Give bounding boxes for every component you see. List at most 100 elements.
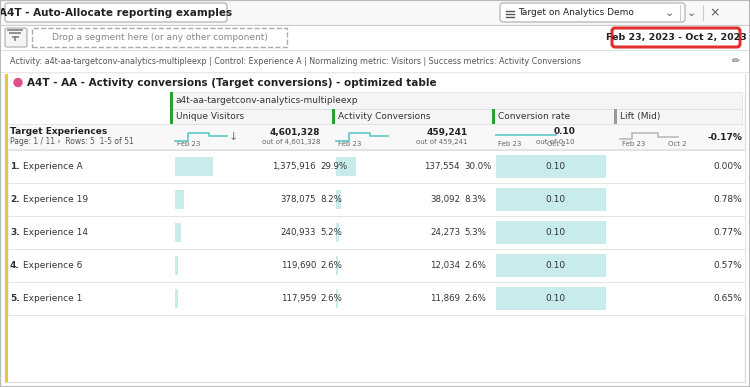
- Bar: [8, 282, 745, 315]
- Text: 0.57%: 0.57%: [713, 261, 742, 270]
- Text: 2.6%: 2.6%: [464, 261, 486, 270]
- Text: 5.: 5.: [10, 294, 20, 303]
- Text: ✏: ✏: [732, 57, 740, 67]
- Bar: [496, 287, 606, 310]
- Text: a4t-aa-targetconv-analytics-multipleexp: a4t-aa-targetconv-analytics-multipleexp: [176, 96, 358, 105]
- Bar: [492, 109, 495, 124]
- Bar: [170, 92, 173, 109]
- Bar: [5, 74, 745, 382]
- Text: Target Experiences: Target Experiences: [10, 127, 107, 137]
- Bar: [32, 28, 287, 47]
- Bar: [5, 74, 745, 91]
- Text: Experience A: Experience A: [23, 162, 82, 171]
- FancyBboxPatch shape: [612, 28, 740, 47]
- Text: 5.3%: 5.3%: [464, 228, 486, 237]
- Text: 0.65%: 0.65%: [713, 294, 742, 303]
- Text: ×: ×: [710, 6, 720, 19]
- Text: Feb 23, 2023 - Oct 2, 2023: Feb 23, 2023 - Oct 2, 2023: [606, 33, 746, 42]
- Text: 0.10: 0.10: [545, 228, 565, 237]
- Text: Feb 23: Feb 23: [498, 141, 521, 147]
- Text: 0.00%: 0.00%: [713, 162, 742, 171]
- Bar: [336, 223, 339, 242]
- Bar: [8, 183, 745, 216]
- Text: 38,092: 38,092: [430, 195, 460, 204]
- Text: 8.3%: 8.3%: [464, 195, 486, 204]
- Text: Oct 2: Oct 2: [547, 141, 566, 147]
- Bar: [496, 188, 606, 211]
- Text: 12,034: 12,034: [430, 261, 460, 270]
- Text: out of 459,241: out of 459,241: [416, 139, 468, 145]
- Text: out of 0.10: out of 0.10: [536, 139, 575, 145]
- FancyBboxPatch shape: [5, 28, 27, 47]
- FancyBboxPatch shape: [5, 3, 227, 22]
- Text: Drop a segment here (or any other component): Drop a segment here (or any other compon…: [52, 33, 268, 42]
- Text: Experience 14: Experience 14: [23, 228, 88, 237]
- Text: 2.6%: 2.6%: [464, 294, 486, 303]
- Bar: [8, 216, 745, 249]
- Bar: [496, 221, 606, 244]
- Text: 117,959: 117,959: [280, 294, 316, 303]
- Text: 240,933: 240,933: [280, 228, 316, 237]
- Bar: [8, 150, 745, 183]
- Bar: [0, 50, 750, 72]
- Bar: [5, 74, 8, 382]
- FancyBboxPatch shape: [500, 3, 685, 22]
- Text: 29.9%: 29.9%: [320, 162, 347, 171]
- Bar: [0, 25, 750, 50]
- Text: 0.10: 0.10: [545, 195, 565, 204]
- Bar: [0, 0, 750, 25]
- Bar: [175, 223, 181, 242]
- Text: ⌄: ⌄: [664, 7, 674, 17]
- Text: Feb 23: Feb 23: [177, 141, 200, 147]
- Bar: [175, 256, 178, 275]
- Bar: [175, 289, 178, 308]
- Text: Lift (Mid): Lift (Mid): [620, 112, 660, 121]
- Text: 0.78%: 0.78%: [713, 195, 742, 204]
- Bar: [336, 289, 338, 308]
- Text: 24,273: 24,273: [430, 228, 460, 237]
- Text: 0.10: 0.10: [545, 261, 565, 270]
- Bar: [336, 190, 341, 209]
- Text: 137,554: 137,554: [424, 162, 460, 171]
- Bar: [336, 256, 338, 275]
- Text: Conversion rate: Conversion rate: [498, 112, 570, 121]
- Text: 8.2%: 8.2%: [320, 195, 342, 204]
- Bar: [170, 109, 173, 124]
- Text: 0.10: 0.10: [545, 162, 565, 171]
- Text: Experience 6: Experience 6: [23, 261, 82, 270]
- Bar: [496, 155, 606, 178]
- Text: 0.10: 0.10: [553, 127, 575, 137]
- Text: Activity: a4t-aa-targetconv-analytics-multipleexp | Control: Experience A | Norm: Activity: a4t-aa-targetconv-analytics-mu…: [10, 57, 580, 66]
- Text: 2.6%: 2.6%: [320, 294, 342, 303]
- Text: 0.77%: 0.77%: [713, 228, 742, 237]
- Text: 0.10: 0.10: [545, 294, 565, 303]
- Circle shape: [14, 79, 22, 87]
- Text: 1.: 1.: [10, 162, 20, 171]
- Text: Activity Conversions: Activity Conversions: [338, 112, 430, 121]
- Text: 30.0%: 30.0%: [464, 162, 491, 171]
- Text: 4,601,328: 4,601,328: [269, 127, 320, 137]
- Text: Oct 2: Oct 2: [668, 141, 687, 147]
- Text: Target on Analytics Demo: Target on Analytics Demo: [518, 8, 634, 17]
- Text: Experience 1: Experience 1: [23, 294, 82, 303]
- Text: ↓: ↓: [228, 132, 238, 142]
- Text: 3.: 3.: [10, 228, 20, 237]
- Bar: [332, 109, 335, 124]
- Text: Page: 1 / 11 ›  Rows: 5  1-5 of 51: Page: 1 / 11 › Rows: 5 1-5 of 51: [10, 137, 134, 147]
- Bar: [170, 109, 742, 124]
- Bar: [5, 124, 745, 149]
- Text: 378,075: 378,075: [280, 195, 316, 204]
- Text: ⌄: ⌄: [686, 7, 696, 17]
- Text: Feb 23: Feb 23: [622, 141, 645, 147]
- Text: 2.: 2.: [10, 195, 20, 204]
- Text: 459,241: 459,241: [427, 127, 468, 137]
- Text: out of 4,601,328: out of 4,601,328: [262, 139, 320, 145]
- Text: -0.17%: -0.17%: [707, 132, 742, 142]
- Text: Feb 23: Feb 23: [338, 141, 362, 147]
- Text: Experience 19: Experience 19: [23, 195, 88, 204]
- Text: 5.2%: 5.2%: [320, 228, 342, 237]
- Text: 2.6%: 2.6%: [320, 261, 342, 270]
- Text: 11,869: 11,869: [430, 294, 460, 303]
- Bar: [614, 109, 617, 124]
- Text: 119,690: 119,690: [280, 261, 316, 270]
